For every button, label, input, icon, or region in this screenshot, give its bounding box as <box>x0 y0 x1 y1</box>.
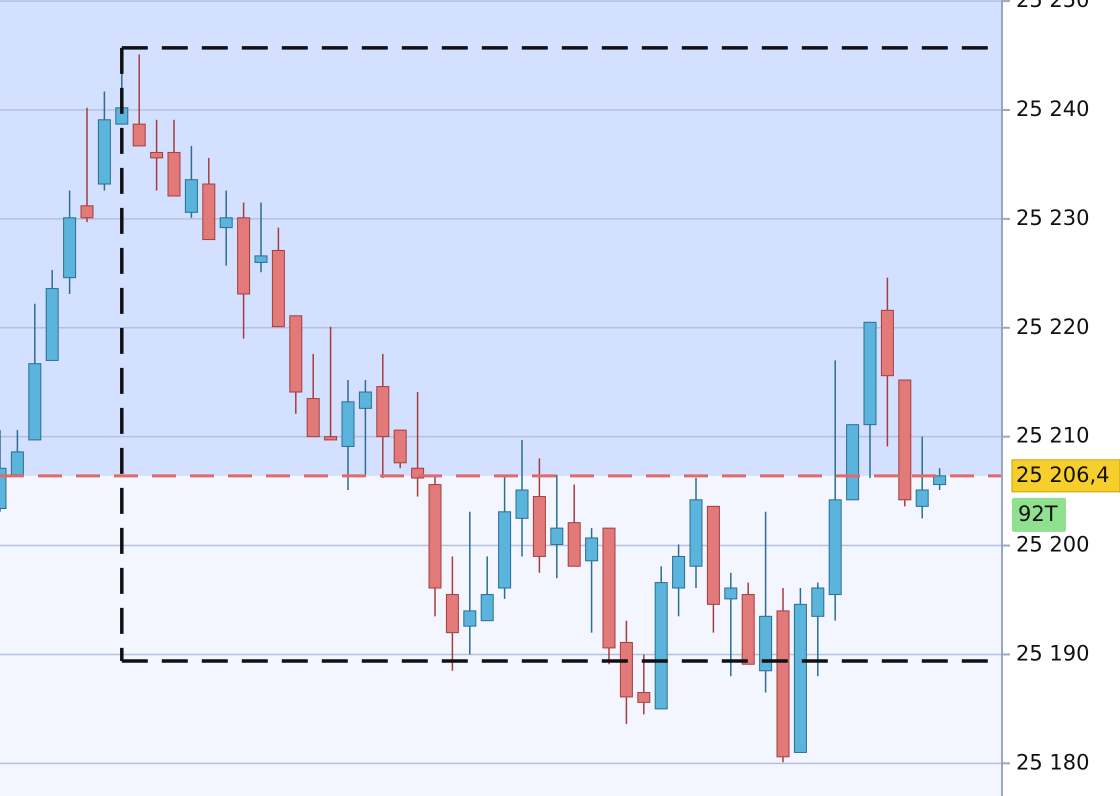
candle-body <box>585 537 599 562</box>
candle-body <box>637 692 651 703</box>
candle-body <box>132 123 146 147</box>
y-tick-label: 25 240 <box>1016 97 1089 121</box>
candle-body <box>324 436 338 441</box>
candle-body <box>237 217 251 295</box>
candle-body <box>741 594 755 665</box>
candle-body <box>672 555 686 589</box>
candle-body <box>776 610 790 758</box>
candle-body <box>358 391 372 409</box>
candle-body <box>654 582 668 710</box>
y-tick-label: 25 220 <box>1016 315 1089 339</box>
candle-body <box>933 475 947 486</box>
price-zone <box>0 0 1002 476</box>
candle-body <box>271 249 285 328</box>
price-label: 25 206,4 <box>1016 463 1110 487</box>
candle-body <box>880 309 894 377</box>
y-tick-label: 25 200 <box>1016 533 1089 557</box>
candle-body <box>532 496 546 557</box>
candle-body <box>28 363 42 441</box>
candle-body <box>811 587 825 617</box>
candle-body <box>480 594 494 622</box>
candle-body <box>393 429 407 464</box>
candle-body <box>219 217 233 229</box>
candle-body <box>706 505 720 605</box>
candle-body <box>724 587 738 600</box>
candle-body <box>202 183 216 241</box>
candle-body <box>167 151 181 197</box>
y-tick-label: 25 180 <box>1016 750 1089 774</box>
candle-body <box>828 499 842 596</box>
candle-body <box>463 610 477 627</box>
candle-body <box>602 527 616 649</box>
candle-body <box>863 321 877 426</box>
candle-body <box>689 499 703 567</box>
candle-body <box>45 288 59 361</box>
candle-body <box>898 379 912 501</box>
candle-body <box>793 603 807 753</box>
y-tick-label: 25 230 <box>1016 206 1089 230</box>
candle-body <box>184 179 198 213</box>
candle-body <box>80 205 94 219</box>
y-tick-label: 25 250 <box>1016 0 1089 12</box>
y-tick-label: 25 190 <box>1016 641 1089 665</box>
candle-body <box>619 641 633 698</box>
candle-body <box>759 615 773 672</box>
candle-body <box>567 522 581 567</box>
badge-box <box>1012 497 1066 532</box>
candle-body <box>498 511 512 589</box>
candle-body <box>376 386 390 438</box>
price-label-box <box>1011 459 1120 493</box>
y-tick-label: 25 210 <box>1016 424 1089 448</box>
candle-body <box>254 255 268 263</box>
candle-body <box>0 467 7 510</box>
candle-body <box>428 484 442 589</box>
badge-label: 92T <box>1018 502 1058 526</box>
candle-body <box>63 217 77 279</box>
candle-body <box>915 489 929 507</box>
candle-body <box>550 527 564 545</box>
candle-body <box>445 594 459 634</box>
candle-body <box>306 398 320 438</box>
candle-body <box>846 424 860 501</box>
candle-body <box>97 119 111 185</box>
candle-body <box>341 401 355 447</box>
candle-body <box>515 489 529 519</box>
candle-body <box>411 467 425 479</box>
candle-body <box>289 315 303 393</box>
candle-body <box>150 151 164 159</box>
candle-body <box>10 451 24 476</box>
